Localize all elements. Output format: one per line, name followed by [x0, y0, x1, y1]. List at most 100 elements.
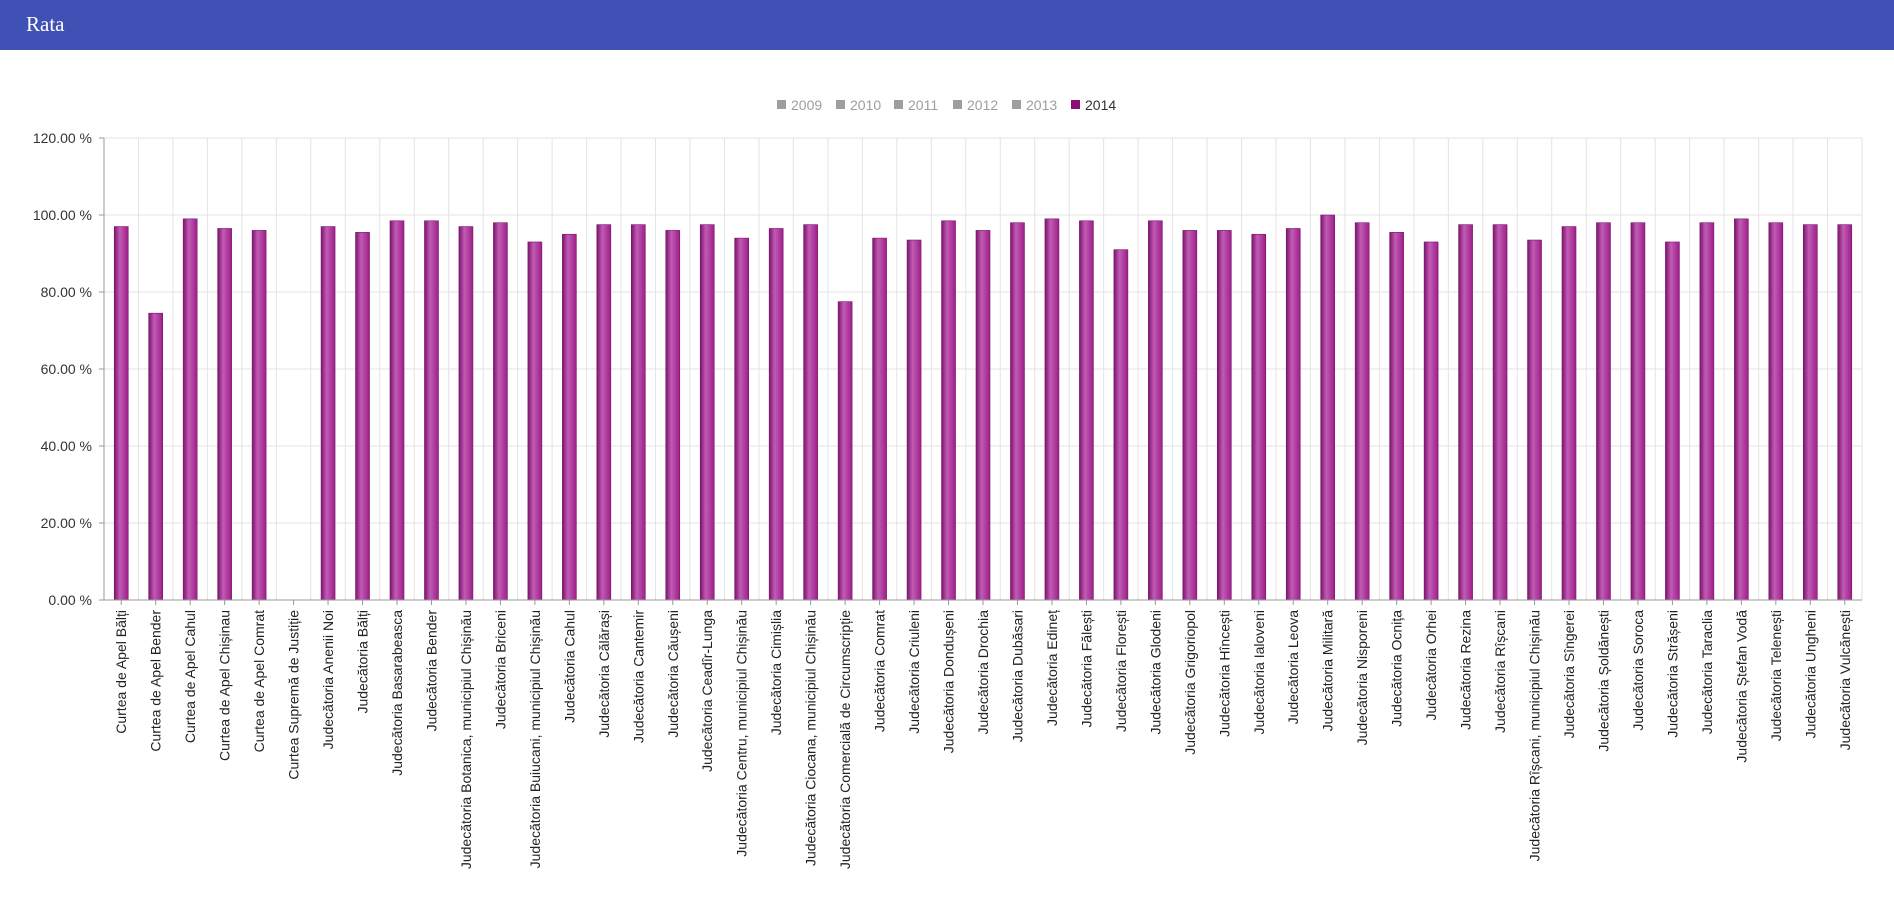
x-category-label: Judecătoria Nisporeni [1354, 610, 1370, 745]
bar[interactable] [1458, 224, 1473, 601]
bar[interactable] [493, 222, 508, 601]
bar[interactable] [1768, 222, 1784, 601]
x-category-label: Judecătoria Bender [423, 610, 439, 732]
bar[interactable] [1561, 226, 1577, 601]
legend-swatch [1071, 100, 1080, 109]
bar[interactable] [837, 301, 853, 601]
bar[interactable] [803, 224, 818, 601]
bar[interactable] [1113, 249, 1129, 601]
x-category-label: Judecătoria Dubăsari [1009, 610, 1025, 742]
bar[interactable] [1285, 228, 1301, 601]
bar[interactable] [1044, 218, 1060, 601]
bar[interactable] [1389, 232, 1404, 601]
bar[interactable] [389, 220, 405, 601]
legend-label: 2013 [1026, 97, 1057, 113]
legend-item-2010[interactable]: 2010 [836, 97, 881, 113]
x-category-label: Judecătoria Leova [1285, 610, 1301, 725]
x-category-label: Judecătoria Ciocana, municipiul Chișinău [803, 610, 819, 866]
legend-label: 2010 [850, 97, 881, 113]
legend-item-2011[interactable]: 2011 [894, 97, 938, 113]
bar[interactable] [1837, 224, 1853, 601]
x-category-label: Judecătoria Cahul [561, 610, 577, 723]
bar[interactable] [1527, 239, 1542, 601]
x-category-label: Judecătoria Dondușeni [941, 610, 957, 753]
bar[interactable] [1802, 224, 1818, 601]
legend-swatch [836, 100, 845, 109]
bar[interactable] [1734, 218, 1749, 601]
legend-item-2014[interactable]: 2014 [1071, 97, 1116, 113]
x-category-label: Judecătoria Căușeni [665, 610, 681, 738]
bar[interactable] [906, 239, 922, 601]
bar[interactable] [1010, 222, 1025, 601]
bar[interactable] [251, 230, 267, 601]
bar[interactable] [527, 241, 543, 601]
legend-swatch [894, 100, 903, 109]
bar[interactable] [768, 228, 784, 601]
x-axis: Curtea de Apel Bălți Curtea de Apel Bende… [104, 599, 1862, 869]
y-axis: 0.00 % 20.00 % 40.00 % 60.00 % 80.00 % 100.00… [33, 130, 105, 608]
x-category-label: Curtea de Apel Cahul [182, 610, 198, 743]
bar[interactable] [113, 226, 129, 601]
bar[interactable] [458, 226, 474, 601]
y-tick-label: 40.00 % [41, 438, 92, 454]
x-category-label: Judecătoria Taraclia [1699, 610, 1715, 734]
legend-item-2009[interactable]: 2009 [777, 97, 822, 113]
bar[interactable] [596, 224, 612, 601]
legend-item-2013[interactable]: 2013 [1012, 97, 1057, 113]
bar[interactable] [941, 220, 956, 601]
x-category-label: Judecătoria Călărași [596, 610, 612, 738]
x-category-label: Curtea de Apel Bălți [113, 610, 129, 734]
bar[interactable] [424, 220, 439, 601]
bar[interactable] [699, 224, 715, 601]
bar[interactable] [182, 218, 198, 601]
x-category-label: Judecătoria Cimișlia [768, 610, 784, 735]
legend-item-2012[interactable]: 2012 [953, 97, 998, 113]
legend-label: 2014 [1085, 97, 1116, 113]
bar[interactable] [1079, 220, 1094, 601]
legend-label: 2009 [791, 97, 822, 113]
x-category-label: Judecătoria Rîșcani [1492, 610, 1508, 733]
legend-swatch [1012, 100, 1021, 109]
bar[interactable] [1148, 220, 1163, 601]
x-category-label: Judecătoria Centru, municipiul Chișinău [734, 610, 750, 857]
bar[interactable] [630, 224, 646, 601]
x-category-label: Judecătoria Hîncești [1216, 610, 1232, 737]
bar[interactable] [665, 230, 681, 601]
bar[interactable] [1630, 222, 1646, 601]
bar[interactable] [872, 237, 887, 601]
x-category-label: Judecătoria Comercială de Circumscripție [837, 610, 853, 869]
bar[interactable] [1423, 241, 1439, 601]
x-category-label: Judecătoria Rîșcani, municipiul Chișinău [1527, 610, 1543, 861]
bar[interactable] [320, 226, 336, 601]
bar[interactable] [1216, 230, 1232, 601]
bar[interactable] [734, 237, 750, 601]
bar[interactable] [1354, 222, 1370, 601]
bar[interactable] [975, 230, 991, 601]
bar[interactable] [1596, 222, 1611, 601]
x-category-label: Judecătoria Ungheni [1802, 610, 1818, 738]
bar[interactable] [562, 233, 577, 601]
bar[interactable] [355, 232, 370, 601]
y-tick-label: 80.00 % [41, 284, 92, 300]
bar[interactable] [1699, 222, 1715, 601]
x-category-label: Judecătoria Vulcănești [1837, 610, 1853, 750]
x-category-label: Judecătoria Florești [1113, 610, 1129, 732]
bar[interactable] [1320, 214, 1336, 601]
bar[interactable] [1665, 241, 1680, 601]
bar[interactable] [1182, 230, 1198, 601]
x-category-label: Judecătoria Edineț [1044, 610, 1060, 726]
x-category-label: Judecătoria Bălți [355, 610, 371, 714]
x-category-label: Judecătoria Briceni [492, 610, 508, 729]
bar[interactable] [217, 228, 232, 601]
x-category-label: Judecătoria Șoldănești [1595, 610, 1611, 752]
legend-label: 2012 [967, 97, 998, 113]
bar[interactable] [148, 312, 164, 601]
x-category-label: Judecătoria Telenești [1768, 610, 1784, 741]
bar[interactable] [1492, 224, 1508, 601]
page-title: Rata [26, 12, 65, 36]
x-category-label: Judecătoria Rezina [1458, 610, 1474, 730]
legend-swatch [953, 100, 962, 109]
bar[interactable] [1251, 233, 1267, 601]
y-tick-label: 60.00 % [41, 361, 92, 377]
x-category-label: Curtea de Apel Chișinau [217, 610, 233, 761]
